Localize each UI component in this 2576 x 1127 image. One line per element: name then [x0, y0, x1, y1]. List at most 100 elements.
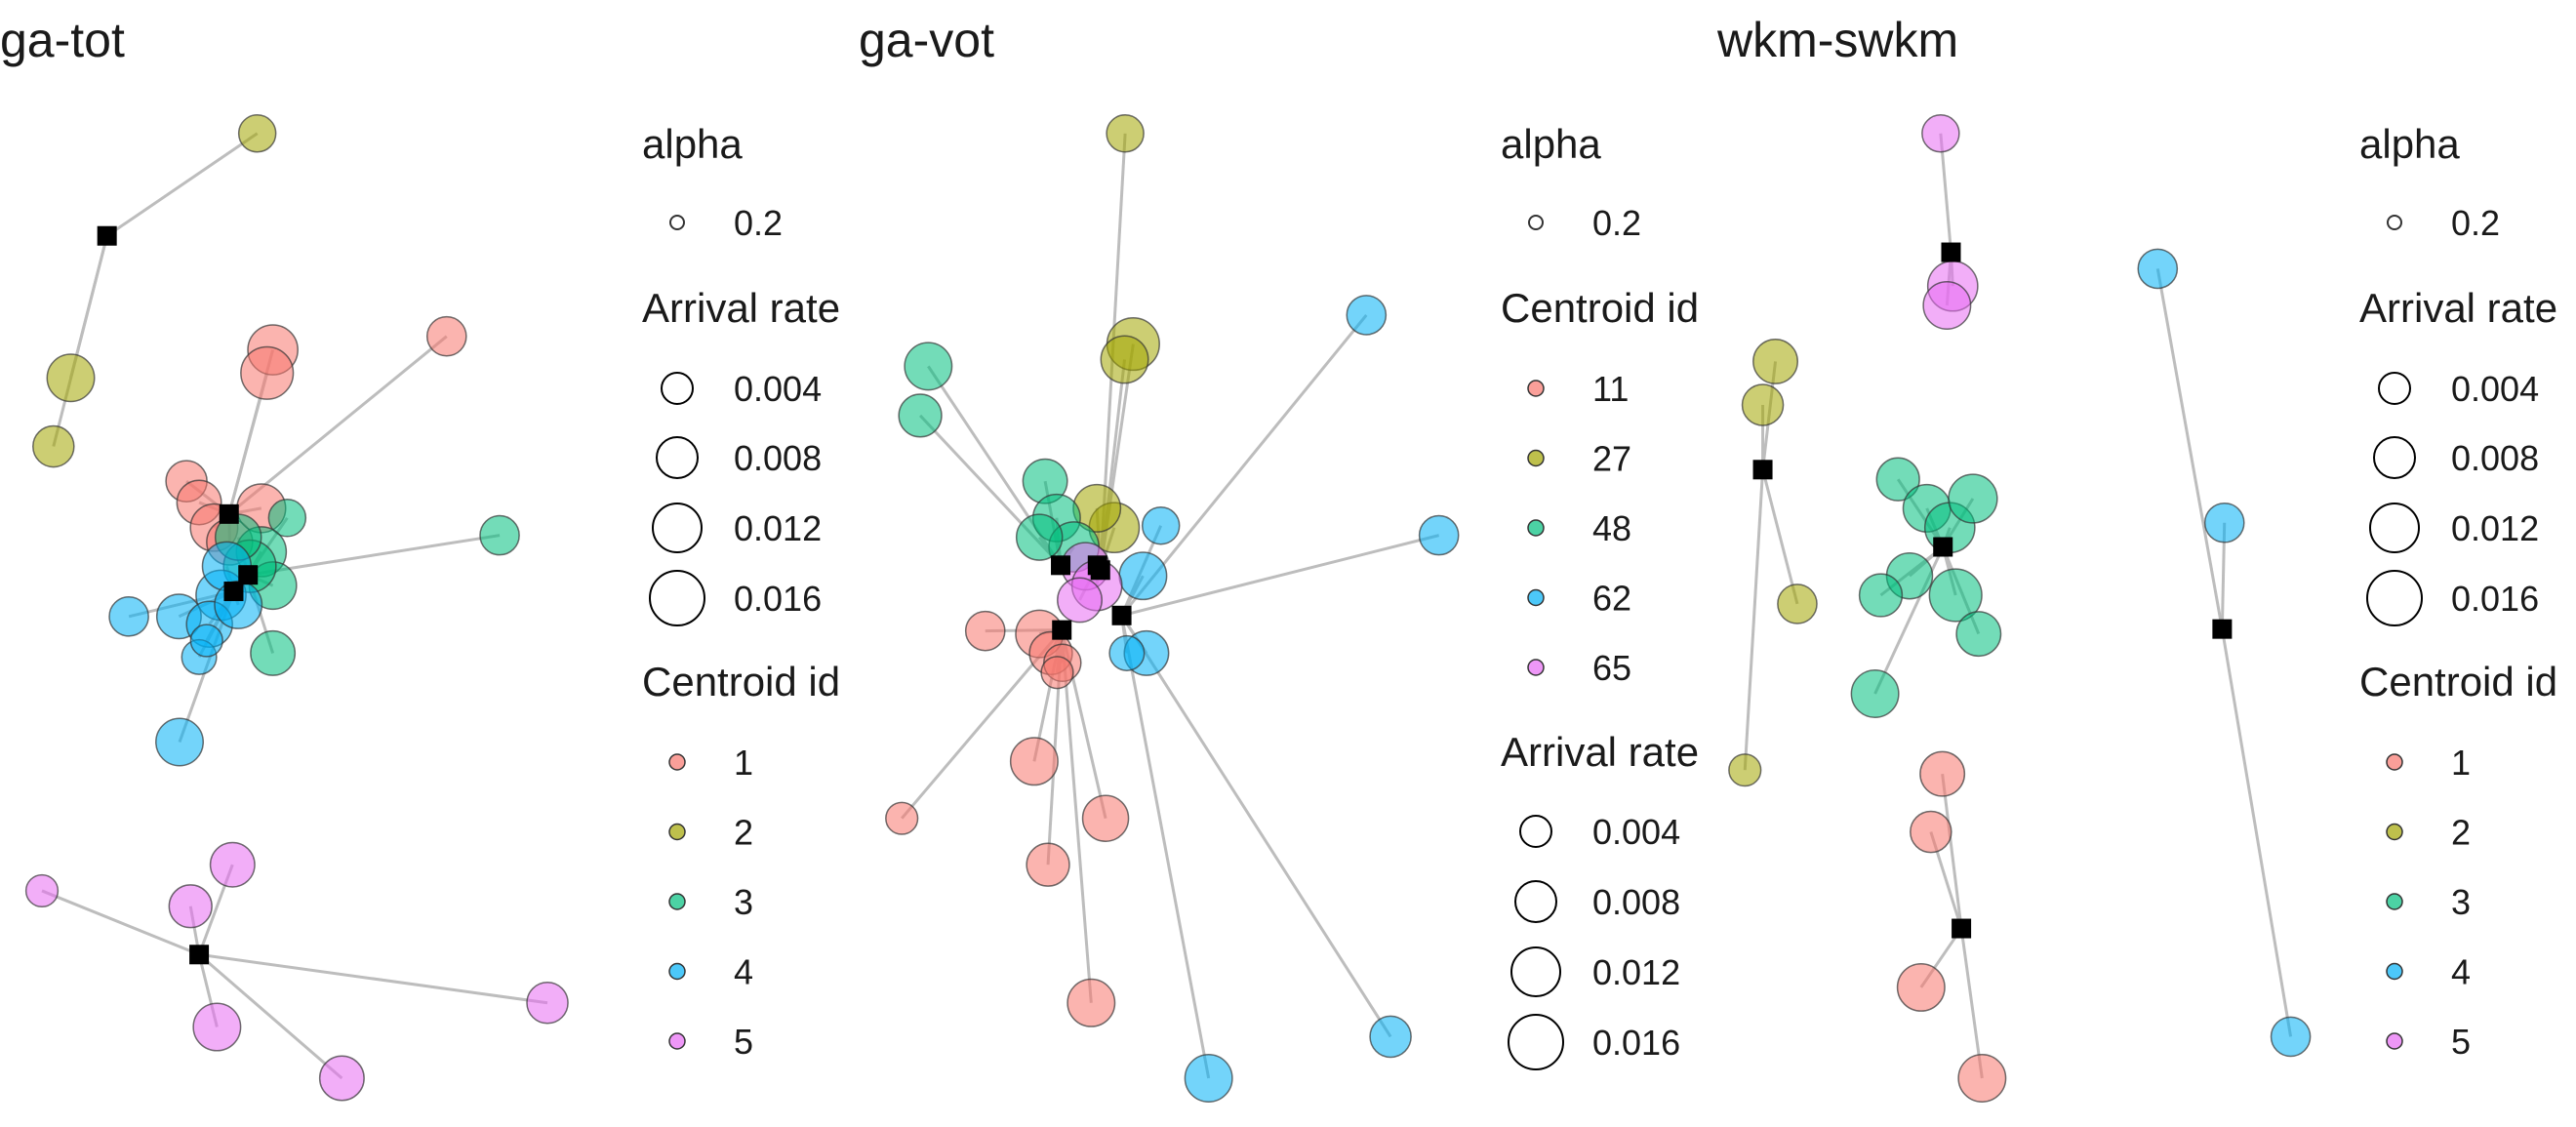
legend-wkm-swkm: alpha 0.2 Arrival rate 0.004 0.008 0.012… — [2359, 121, 2557, 1062]
assignment-link — [2220, 628, 2293, 1037]
legend-centroid-key — [668, 1032, 686, 1050]
centroid-marker — [1952, 918, 1972, 939]
legend-centroid-key — [2386, 823, 2403, 841]
centroid-marker — [1752, 460, 1773, 480]
data-point — [1728, 753, 1762, 787]
legend-centroid-key — [2386, 753, 2403, 771]
legend-arrival-key — [649, 570, 705, 626]
data-point — [1875, 457, 1920, 502]
legend-centroid-keys: 11 27 48 62 65 — [1527, 369, 1631, 688]
centroid-marker — [2212, 619, 2233, 639]
assignment-link — [105, 132, 259, 237]
legend-alpha-label: 0.2 — [734, 203, 783, 243]
legend-alpha-title: alpha — [1501, 121, 1601, 167]
data-point — [1057, 577, 1103, 624]
legend-centroid-title: Centroid id — [642, 659, 840, 704]
data-point — [1067, 978, 1116, 1027]
legend-arrival-key — [2373, 436, 2416, 479]
legend-ga-tot: alpha 0.2 Arrival rate 0.004 0.008 0.012… — [642, 121, 840, 1062]
legend-alpha-key — [1528, 215, 1544, 230]
assignment-link — [1120, 615, 1211, 1079]
legend-arrival-label: 0.012 — [1592, 952, 1680, 992]
assignment-link — [41, 889, 200, 956]
assignment-link — [1939, 133, 1952, 253]
data-point — [318, 1055, 365, 1102]
data-point — [1418, 514, 1460, 556]
legend-centroid-label: 27 — [1592, 439, 1631, 479]
data-point — [2270, 1016, 2312, 1058]
data-point — [1108, 634, 1146, 671]
legend-centroid-label: 4 — [2451, 952, 2471, 992]
data-point — [1141, 505, 1181, 545]
data-point — [1100, 335, 1149, 384]
data-point — [425, 315, 467, 357]
legend-alpha-label: 0.2 — [2451, 203, 2500, 243]
legend-centroid-key — [668, 962, 686, 981]
legend-centroid-label: 65 — [1592, 648, 1631, 688]
data-point — [885, 801, 919, 835]
legend-arrival-title: Arrival rate — [1501, 729, 1699, 775]
legend-arrival-title: Arrival rate — [642, 285, 840, 331]
panel-title-wkm-swkm: wkm-swkm — [1716, 13, 1958, 67]
centroid-marker — [1933, 537, 1953, 557]
data-point — [267, 499, 307, 538]
centroid-marker — [1051, 555, 1071, 576]
data-point — [237, 114, 277, 153]
legend-centroid-label: 1 — [734, 743, 753, 783]
data-point — [904, 342, 953, 391]
data-point — [46, 353, 96, 403]
data-point — [1948, 473, 1998, 524]
data-point — [1015, 513, 1064, 561]
legend-centroid-key — [668, 893, 686, 910]
legend-centroid-label: 5 — [734, 1022, 753, 1062]
legend-centroid-label: 4 — [734, 952, 753, 992]
panel-title-ga-vot: ga-vot — [859, 13, 994, 67]
legend-alpha-key — [669, 215, 685, 230]
data-point — [1919, 750, 1966, 797]
legend-arrival-key — [2369, 503, 2420, 553]
legend-alpha-label: 0.2 — [1592, 203, 1641, 243]
legend-arrival-label: 0.004 — [2451, 369, 2539, 409]
legend-arrival-label: 0.008 — [2451, 438, 2539, 478]
centroid-marker — [219, 503, 239, 524]
data-point — [1369, 1015, 1412, 1059]
legend-arrival-key — [656, 436, 699, 479]
legend-centroid-keys: 1 2 3 4 5 — [2386, 743, 2471, 1062]
legend-centroid-key — [2386, 962, 2403, 981]
legend-arrival-key — [2366, 570, 2423, 626]
centroid-marker — [189, 945, 210, 965]
data-point — [1026, 842, 1070, 887]
plot-area-ga-tot — [24, 114, 569, 1102]
legend-arrival-key — [1508, 1014, 1564, 1070]
centroid-marker — [1087, 555, 1107, 576]
assignment-link — [1060, 629, 1093, 1003]
legend-arrival-label: 0.016 — [734, 579, 822, 619]
data-point — [898, 393, 943, 438]
legend-alpha-title: alpha — [642, 121, 743, 167]
centroid-marker — [238, 565, 259, 585]
legend-centroid-title: Centroid id — [2359, 659, 2557, 704]
data-point — [155, 717, 205, 767]
legend-centroid-label: 48 — [1592, 508, 1631, 548]
data-point — [1955, 611, 2002, 658]
data-point — [1896, 962, 1946, 1012]
legend-centroid-label: 5 — [2451, 1022, 2471, 1062]
legend-centroid-key — [668, 753, 686, 771]
assignment-link — [198, 953, 343, 1080]
legend-arrival-label: 0.016 — [2451, 579, 2539, 619]
data-point — [2203, 502, 2245, 543]
legend-arrival-label: 0.016 — [1592, 1023, 1680, 1063]
data-point — [209, 841, 256, 888]
legend-centroid-label: 11 — [1592, 369, 1629, 409]
legend-alpha-key — [2387, 215, 2402, 230]
centroid-marker — [1941, 242, 1961, 262]
legend-arrival-label: 0.008 — [734, 438, 822, 478]
assignment-link — [52, 235, 109, 447]
panel-title-ga-tot: ga-tot — [0, 13, 125, 67]
legend-arrival-label: 0.012 — [734, 508, 822, 548]
legend-arrival-label: 0.004 — [1592, 812, 1680, 852]
data-point — [1910, 810, 1952, 854]
legend-centroid-title: Centroid id — [1501, 285, 1699, 331]
data-point — [1928, 568, 1983, 623]
